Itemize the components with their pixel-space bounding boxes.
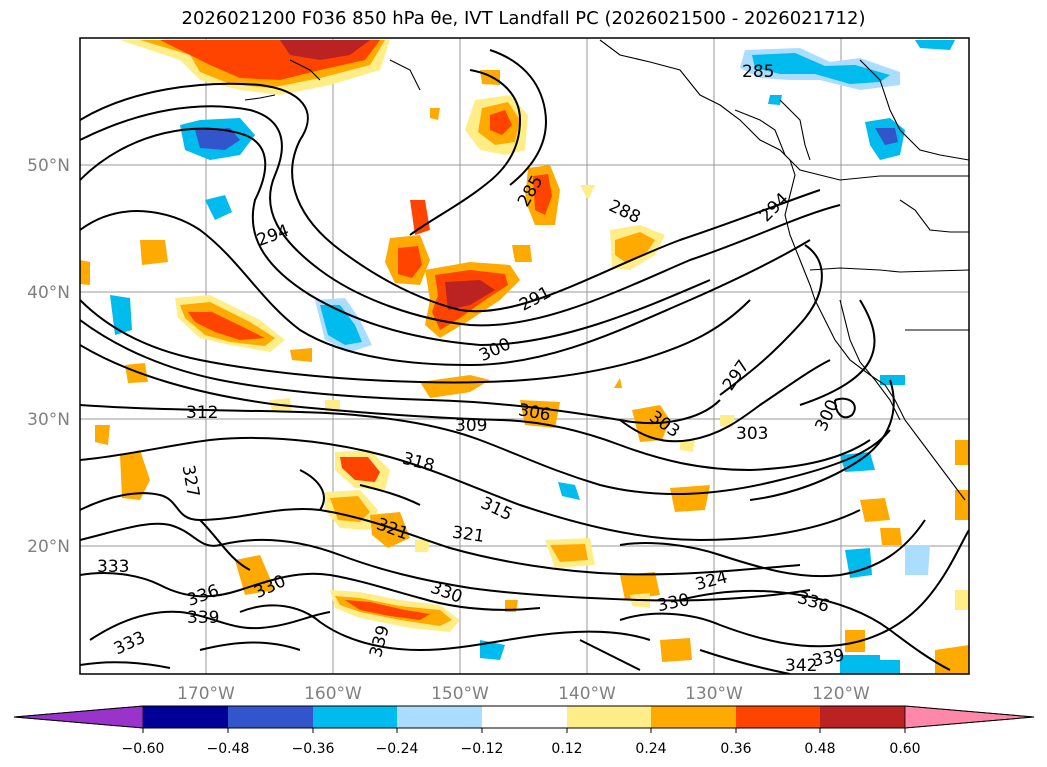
colorbar-segment bbox=[397, 706, 482, 728]
colorbar-segment bbox=[228, 706, 313, 728]
plot-title: 2026021200 F036 850 hPa θe, IVT Landfall… bbox=[181, 8, 866, 29]
lat-tick-label: 20°N bbox=[27, 537, 70, 557]
colorbar-segment bbox=[736, 706, 820, 728]
lat-tick-label: 50°N bbox=[27, 156, 70, 176]
contour-label: 342 bbox=[785, 656, 817, 676]
colorbar-ticks bbox=[142, 728, 906, 733]
colorbar-segment bbox=[143, 706, 228, 728]
colorbar-segment bbox=[567, 706, 651, 728]
colorbar-tick-label: −0.12 bbox=[461, 741, 504, 757]
colorbar-segment bbox=[904, 705, 1035, 729]
latitude-labels: 50°N 40°N 30°N 20°N bbox=[27, 156, 70, 557]
lon-tick-label: 160°W bbox=[304, 684, 362, 704]
contour-label: 333 bbox=[97, 557, 129, 577]
longitude-labels: 170°W 160°W 150°W 140°W 130°W 120°W bbox=[177, 684, 870, 704]
colorbar-tick-label: −0.60 bbox=[122, 741, 165, 757]
lat-tick-label: 30°N bbox=[27, 410, 70, 430]
contour-label: 339 bbox=[187, 608, 219, 628]
lon-tick-label: 140°W bbox=[558, 684, 616, 704]
lon-tick-label: 130°W bbox=[685, 684, 743, 704]
colorbar-tick-label: −0.48 bbox=[207, 741, 250, 757]
colorbar-segment bbox=[651, 706, 736, 728]
theta-e-contours bbox=[80, 49, 969, 674]
contour-label: 321 bbox=[451, 523, 486, 547]
lon-tick-label: 120°W bbox=[812, 684, 870, 704]
lat-tick-label: 40°N bbox=[27, 283, 70, 303]
colorbar-tick-label: 0.60 bbox=[889, 741, 920, 757]
map-frame bbox=[79, 37, 970, 675]
contour-label: 309 bbox=[455, 416, 487, 436]
colorbar-segment bbox=[482, 706, 567, 728]
colorbar-tick-label: 0.48 bbox=[804, 741, 835, 757]
colorbar-segment bbox=[313, 706, 397, 728]
colorbar-segment bbox=[820, 706, 905, 728]
colorbar-tick-label: 0.36 bbox=[720, 741, 751, 757]
colorbar-segment bbox=[13, 705, 144, 729]
contour-label: 303 bbox=[736, 424, 768, 444]
colorbar-tick-label: −0.36 bbox=[292, 741, 335, 757]
lon-tick-label: 150°W bbox=[431, 684, 489, 704]
lon-tick-label: 170°W bbox=[177, 684, 235, 704]
colorbar-tick-label: 0.12 bbox=[551, 741, 582, 757]
ivt-pc-shading bbox=[80, 40, 969, 674]
contour-label: 312 bbox=[186, 403, 218, 423]
colorbar: −0.60 −0.48 −0.36 −0.24 −0.12 0.12 0.24 … bbox=[13, 705, 1035, 757]
coastlines bbox=[244, 39, 969, 501]
contour-label: 285 bbox=[742, 62, 774, 82]
colorbar-tick-label: −0.24 bbox=[376, 741, 419, 757]
colorbar-tick-label: 0.24 bbox=[635, 741, 666, 757]
